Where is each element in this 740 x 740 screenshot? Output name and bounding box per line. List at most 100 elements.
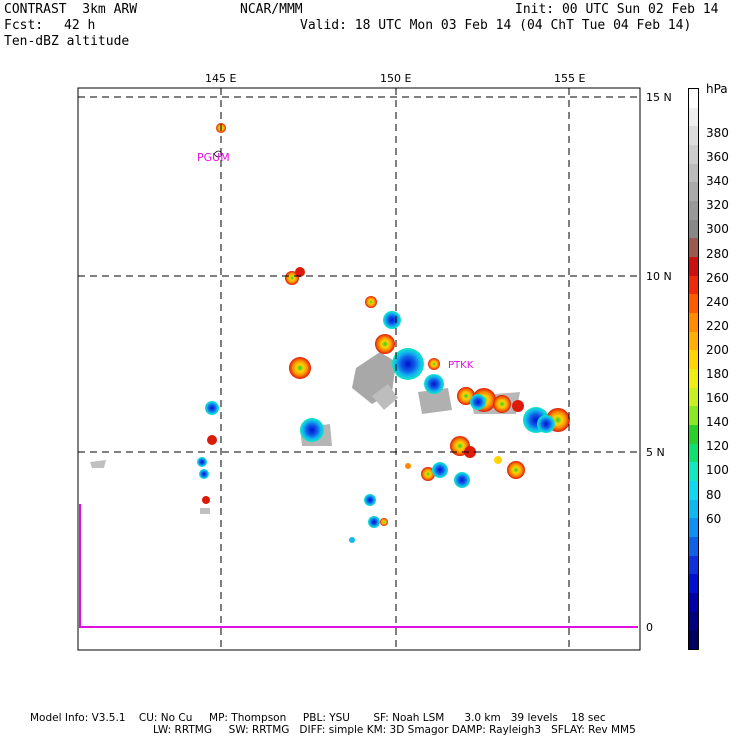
colorbar-swatch: [689, 275, 698, 295]
colorbar-label: 360: [706, 150, 729, 165]
colorbar-swatch: [689, 425, 698, 444]
colorbar: [688, 88, 699, 650]
map-frame: [77, 87, 641, 651]
colorbar-swatch: [689, 443, 698, 463]
colorbar-label: 140: [706, 415, 729, 430]
colorbar-label: 80: [706, 487, 722, 502]
cell: [285, 271, 299, 285]
cell: [349, 537, 355, 543]
cell: [392, 348, 424, 380]
colorbar-swatch: [689, 257, 698, 276]
colorbar-swatch: [689, 350, 698, 370]
cell: [464, 446, 476, 458]
cell: [432, 462, 448, 478]
station-marks: [213, 96, 249, 158]
cell: [364, 494, 376, 506]
cell: [295, 267, 305, 277]
colorbar-swatch: [689, 331, 698, 351]
cell: [454, 472, 470, 488]
colorbar-swatch: [689, 387, 698, 407]
cell: [202, 496, 210, 504]
cell: [493, 395, 511, 413]
colorbar-label: 380: [706, 126, 729, 140]
colorbar-label: 320: [706, 198, 729, 213]
colorbar-label: 200: [706, 342, 729, 357]
colorbar-swatch: [689, 126, 698, 146]
colorbar-label: 100: [706, 463, 729, 478]
model-info-line1: Model Info: V3.5.1 CU: No Cu MP: Thompso…: [30, 712, 606, 724]
model-info-line2: LW: RRTMG SW: RRTMG DIFF: simple KM: 3D …: [153, 724, 636, 736]
cell: [537, 415, 555, 433]
colorbar-label: 180: [706, 367, 729, 381]
colorbar-swatch: [689, 593, 698, 612]
lon-tick-145: 145 E: [205, 72, 237, 85]
colorbar-swatch: [689, 313, 698, 332]
cell: [507, 461, 525, 479]
colorbar-label: 160: [706, 391, 729, 406]
cell: [421, 467, 435, 481]
colorbar-swatch: [689, 574, 698, 594]
colorbar-swatch: [689, 294, 698, 314]
cell: [289, 357, 311, 379]
lat-tick-15: 15 N: [646, 91, 672, 104]
colorbar-swatch: [689, 499, 698, 519]
cell: [494, 456, 502, 464]
convective-cells: [197, 123, 570, 543]
colorbar-label: 120: [706, 439, 729, 454]
init-time: Init: 00 UTC Sun 02 Feb 14: [515, 2, 719, 17]
cell: [300, 418, 324, 442]
forecast-hour: 42 h: [64, 18, 96, 33]
colorbar-unit: hPa: [706, 82, 728, 96]
colorbar-swatch: [689, 107, 698, 127]
colorbar-label: 60: [706, 511, 722, 526]
cell: [365, 296, 377, 308]
colorbar-label: 220: [706, 318, 729, 333]
colorbar-swatch: [689, 406, 698, 426]
colorbar-swatch: [689, 145, 698, 164]
colorbar-label: 300: [706, 222, 729, 237]
profile-trace: [79, 504, 638, 628]
colorbar-swatch: [689, 518, 698, 538]
cell: [383, 311, 401, 329]
colorbar-swatch: [689, 481, 698, 500]
colorbar-swatch: [689, 219, 698, 239]
valid-time: Valid: 18 UTC Mon 03 Feb 14 (04 ChT Tue …: [300, 18, 692, 33]
forecast-label: Fcst:: [4, 18, 44, 33]
cell: [470, 394, 486, 410]
cell: [424, 374, 444, 394]
cell: [428, 358, 440, 370]
colorbar-label: 240: [706, 294, 729, 309]
organization: NCAR/MMM: [240, 2, 303, 17]
colorbar-label: 260: [706, 270, 729, 285]
station-label-pgum: PGUM: [197, 151, 230, 164]
colorbar-label: 340: [706, 174, 729, 189]
colorbar-swatch: [689, 630, 698, 650]
field-name: Ten-dBZ altitude: [4, 34, 130, 49]
colorbar-label: 280: [706, 246, 729, 261]
colorbar-swatch: [689, 555, 698, 575]
model-title: CONTRAST 3km ARW: [4, 2, 138, 17]
colorbar-swatch: [689, 182, 698, 202]
colorbar-swatch: [689, 163, 698, 183]
cell: [380, 518, 388, 526]
colorbar-swatch: [689, 238, 698, 258]
cell: [512, 400, 524, 412]
colorbar-swatch: [689, 611, 698, 631]
colorbar-swatch: [689, 89, 698, 108]
profile-zero-label: 0: [646, 621, 653, 634]
station-label-ptkk: PTKK: [448, 360, 474, 371]
colorbar-swatch: [689, 537, 698, 556]
lon-tick-155: 155 E: [554, 72, 586, 85]
colorbar-swatch: [689, 201, 698, 220]
cell: [368, 516, 380, 528]
cell: [199, 469, 209, 479]
colorbar-swatch: [689, 369, 698, 388]
cell: [197, 457, 207, 467]
cell: [205, 401, 219, 415]
lon-tick-150: 150 E: [380, 72, 412, 85]
cell: [405, 463, 411, 469]
cell: [375, 334, 395, 354]
colorbar-swatch: [689, 462, 698, 482]
lat-tick-10: 10 N: [646, 270, 672, 283]
